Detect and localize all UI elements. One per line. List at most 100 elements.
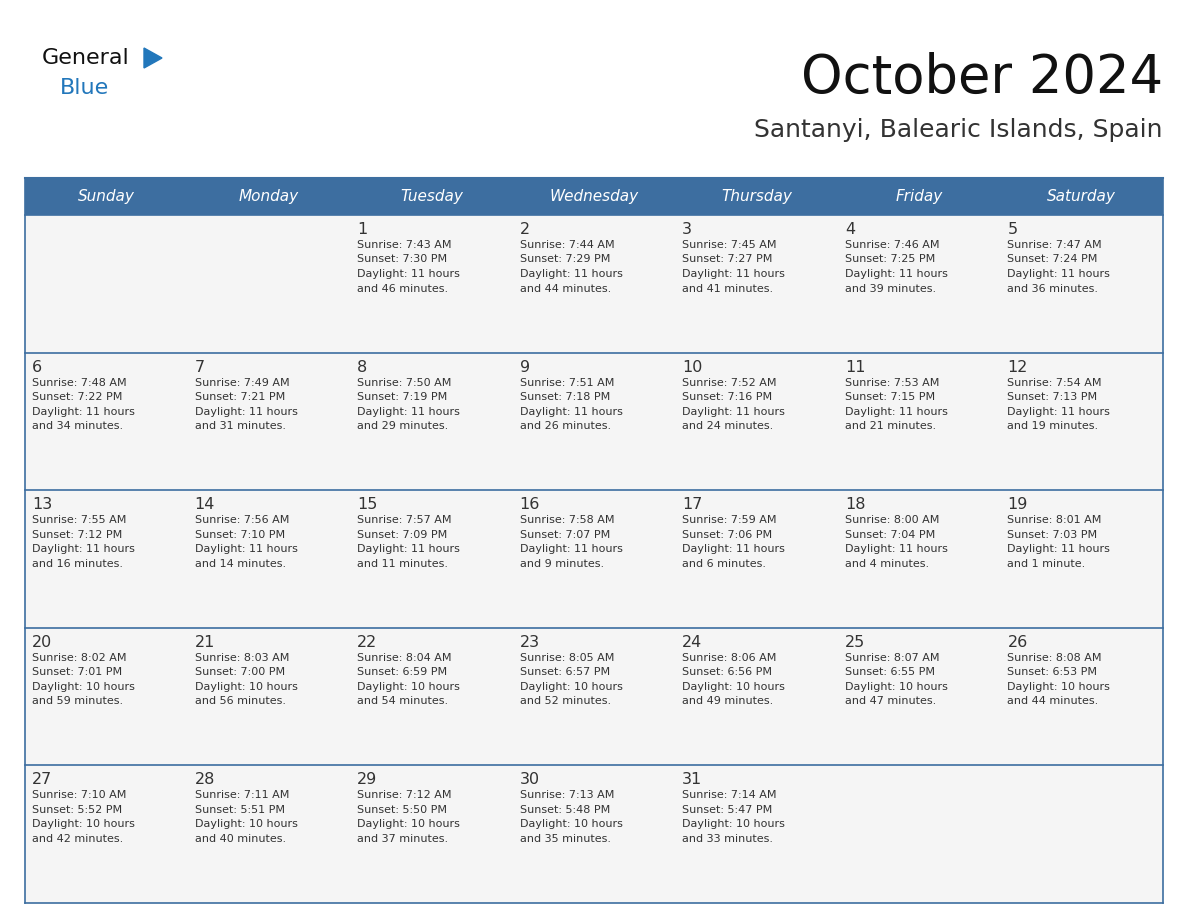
Text: 3: 3 xyxy=(682,222,693,237)
Text: Daylight: 11 hours: Daylight: 11 hours xyxy=(358,544,460,554)
Text: Daylight: 10 hours: Daylight: 10 hours xyxy=(519,820,623,829)
Text: October 2024: October 2024 xyxy=(801,52,1163,104)
Text: and 1 minute.: and 1 minute. xyxy=(1007,559,1086,568)
Text: Sunset: 7:04 PM: Sunset: 7:04 PM xyxy=(845,530,935,540)
Text: Sunrise: 7:59 AM: Sunrise: 7:59 AM xyxy=(682,515,777,525)
Text: and 37 minutes.: and 37 minutes. xyxy=(358,834,448,844)
Text: Friday: Friday xyxy=(896,189,943,204)
Text: 24: 24 xyxy=(682,635,702,650)
Text: and 36 minutes.: and 36 minutes. xyxy=(1007,284,1099,294)
Text: Monday: Monday xyxy=(239,189,299,204)
Text: 15: 15 xyxy=(358,498,378,512)
Text: Sunrise: 7:56 AM: Sunrise: 7:56 AM xyxy=(195,515,289,525)
Text: 2: 2 xyxy=(519,222,530,237)
Bar xyxy=(25,353,1163,490)
Text: and 24 minutes.: and 24 minutes. xyxy=(682,421,773,431)
Text: and 49 minutes.: and 49 minutes. xyxy=(682,696,773,706)
Text: 18: 18 xyxy=(845,498,865,512)
Text: Sunrise: 7:13 AM: Sunrise: 7:13 AM xyxy=(519,790,614,800)
Text: Sunset: 7:09 PM: Sunset: 7:09 PM xyxy=(358,530,448,540)
Text: Sunset: 5:50 PM: Sunset: 5:50 PM xyxy=(358,805,447,815)
Text: Sunset: 6:53 PM: Sunset: 6:53 PM xyxy=(1007,667,1098,677)
Text: Sunset: 7:10 PM: Sunset: 7:10 PM xyxy=(195,530,285,540)
Text: Sunset: 6:57 PM: Sunset: 6:57 PM xyxy=(519,667,609,677)
Text: and 47 minutes.: and 47 minutes. xyxy=(845,696,936,706)
Text: Thursday: Thursday xyxy=(721,189,792,204)
Text: and 6 minutes.: and 6 minutes. xyxy=(682,559,766,568)
Text: Daylight: 11 hours: Daylight: 11 hours xyxy=(195,407,297,417)
Text: 21: 21 xyxy=(195,635,215,650)
Text: Daylight: 10 hours: Daylight: 10 hours xyxy=(682,682,785,692)
Text: 17: 17 xyxy=(682,498,702,512)
Text: Sunset: 6:59 PM: Sunset: 6:59 PM xyxy=(358,667,447,677)
Text: Sunset: 5:47 PM: Sunset: 5:47 PM xyxy=(682,805,772,815)
Bar xyxy=(25,215,1163,353)
Text: Daylight: 11 hours: Daylight: 11 hours xyxy=(519,544,623,554)
Text: Sunrise: 7:48 AM: Sunrise: 7:48 AM xyxy=(32,377,127,387)
Text: and 52 minutes.: and 52 minutes. xyxy=(519,696,611,706)
Text: 11: 11 xyxy=(845,360,865,375)
Text: and 54 minutes.: and 54 minutes. xyxy=(358,696,448,706)
Text: 20: 20 xyxy=(32,635,52,650)
Text: Daylight: 10 hours: Daylight: 10 hours xyxy=(1007,682,1111,692)
Text: Sunrise: 8:08 AM: Sunrise: 8:08 AM xyxy=(1007,653,1102,663)
Text: and 56 minutes.: and 56 minutes. xyxy=(195,696,285,706)
Text: Sunset: 7:18 PM: Sunset: 7:18 PM xyxy=(519,392,609,402)
Text: Daylight: 10 hours: Daylight: 10 hours xyxy=(358,820,460,829)
Text: Sunset: 7:24 PM: Sunset: 7:24 PM xyxy=(1007,254,1098,264)
Text: Sunrise: 7:44 AM: Sunrise: 7:44 AM xyxy=(519,240,614,250)
Text: 29: 29 xyxy=(358,772,378,788)
Text: and 39 minutes.: and 39 minutes. xyxy=(845,284,936,294)
Text: Daylight: 11 hours: Daylight: 11 hours xyxy=(682,269,785,279)
Text: Sunset: 7:01 PM: Sunset: 7:01 PM xyxy=(32,667,122,677)
Text: and 19 minutes.: and 19 minutes. xyxy=(1007,421,1099,431)
Text: Sunrise: 7:10 AM: Sunrise: 7:10 AM xyxy=(32,790,126,800)
Text: Sunset: 7:13 PM: Sunset: 7:13 PM xyxy=(1007,392,1098,402)
Text: Sunset: 7:00 PM: Sunset: 7:00 PM xyxy=(195,667,285,677)
Text: Sunrise: 8:07 AM: Sunrise: 8:07 AM xyxy=(845,653,940,663)
Text: 30: 30 xyxy=(519,772,539,788)
Polygon shape xyxy=(144,48,162,68)
Text: Daylight: 11 hours: Daylight: 11 hours xyxy=(845,407,948,417)
Text: 6: 6 xyxy=(32,360,42,375)
Text: and 21 minutes.: and 21 minutes. xyxy=(845,421,936,431)
Text: Daylight: 11 hours: Daylight: 11 hours xyxy=(1007,544,1111,554)
Text: Sunset: 6:55 PM: Sunset: 6:55 PM xyxy=(845,667,935,677)
Text: and 42 minutes.: and 42 minutes. xyxy=(32,834,124,844)
Text: Sunset: 7:22 PM: Sunset: 7:22 PM xyxy=(32,392,122,402)
Text: Daylight: 11 hours: Daylight: 11 hours xyxy=(358,407,460,417)
Text: and 34 minutes.: and 34 minutes. xyxy=(32,421,124,431)
Text: and 29 minutes.: and 29 minutes. xyxy=(358,421,448,431)
Text: Sunrise: 8:02 AM: Sunrise: 8:02 AM xyxy=(32,653,126,663)
Text: Sunrise: 7:58 AM: Sunrise: 7:58 AM xyxy=(519,515,614,525)
Text: Daylight: 11 hours: Daylight: 11 hours xyxy=(519,269,623,279)
Bar xyxy=(25,490,1163,628)
Text: Sunset: 7:16 PM: Sunset: 7:16 PM xyxy=(682,392,772,402)
Text: Daylight: 10 hours: Daylight: 10 hours xyxy=(195,820,297,829)
Text: Sunset: 7:27 PM: Sunset: 7:27 PM xyxy=(682,254,772,264)
Text: Daylight: 11 hours: Daylight: 11 hours xyxy=(1007,269,1111,279)
Text: and 35 minutes.: and 35 minutes. xyxy=(519,834,611,844)
Text: Sunrise: 7:57 AM: Sunrise: 7:57 AM xyxy=(358,515,451,525)
Text: Sunrise: 7:12 AM: Sunrise: 7:12 AM xyxy=(358,790,451,800)
Text: Sunrise: 8:01 AM: Sunrise: 8:01 AM xyxy=(1007,515,1101,525)
Text: 5: 5 xyxy=(1007,222,1018,237)
Text: Santanyi, Balearic Islands, Spain: Santanyi, Balearic Islands, Spain xyxy=(754,118,1163,142)
Text: 28: 28 xyxy=(195,772,215,788)
Text: Sunset: 6:56 PM: Sunset: 6:56 PM xyxy=(682,667,772,677)
Text: Daylight: 11 hours: Daylight: 11 hours xyxy=(1007,407,1111,417)
Text: Daylight: 11 hours: Daylight: 11 hours xyxy=(682,407,785,417)
Text: and 44 minutes.: and 44 minutes. xyxy=(1007,696,1099,706)
Text: and 46 minutes.: and 46 minutes. xyxy=(358,284,448,294)
Text: Sunrise: 7:49 AM: Sunrise: 7:49 AM xyxy=(195,377,289,387)
Text: Sunset: 5:48 PM: Sunset: 5:48 PM xyxy=(519,805,609,815)
Text: 14: 14 xyxy=(195,498,215,512)
Text: Daylight: 11 hours: Daylight: 11 hours xyxy=(519,407,623,417)
Text: Sunrise: 7:47 AM: Sunrise: 7:47 AM xyxy=(1007,240,1102,250)
Text: Daylight: 11 hours: Daylight: 11 hours xyxy=(32,407,135,417)
Text: Sunday: Sunday xyxy=(78,189,134,204)
Text: Sunset: 5:51 PM: Sunset: 5:51 PM xyxy=(195,805,285,815)
Text: Sunset: 5:52 PM: Sunset: 5:52 PM xyxy=(32,805,122,815)
Text: Sunrise: 7:14 AM: Sunrise: 7:14 AM xyxy=(682,790,777,800)
Text: and 59 minutes.: and 59 minutes. xyxy=(32,696,124,706)
